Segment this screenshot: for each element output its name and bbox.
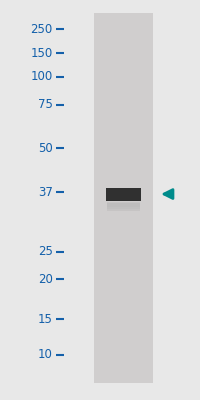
Bar	[107, 202, 140, 211]
Text: 20: 20	[38, 273, 53, 286]
Text: 25: 25	[38, 245, 53, 258]
Bar	[107, 203, 140, 207]
Text: 10: 10	[38, 348, 53, 362]
Text: 37: 37	[38, 186, 53, 198]
Bar	[94, 13, 153, 383]
Text: 250: 250	[30, 23, 53, 36]
Text: 75: 75	[38, 98, 53, 111]
Text: 50: 50	[38, 142, 53, 155]
Text: 150: 150	[30, 46, 53, 60]
Text: 100: 100	[30, 70, 53, 83]
Bar	[106, 188, 141, 201]
Text: 15: 15	[38, 313, 53, 326]
Bar	[107, 203, 140, 209]
